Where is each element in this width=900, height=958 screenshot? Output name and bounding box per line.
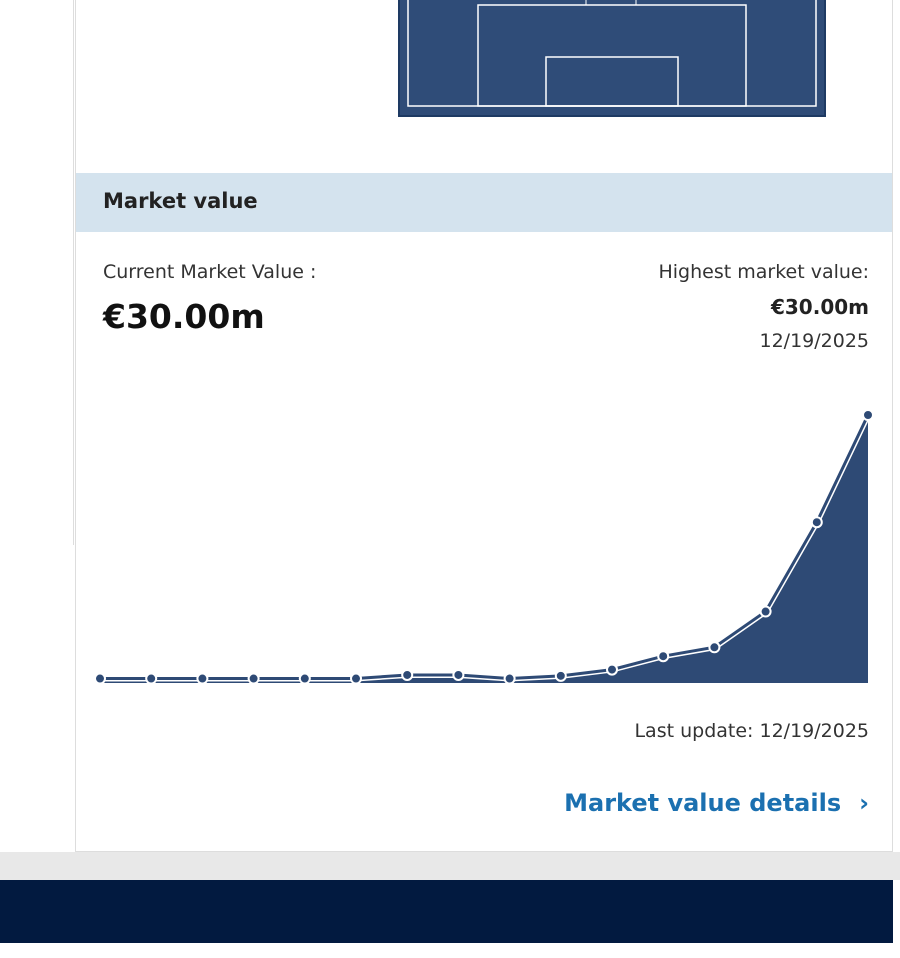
highest-label: Highest market value: <box>658 261 869 283</box>
current-label: Current Market Value : <box>103 261 317 283</box>
point <box>503 672 516 685</box>
point <box>554 669 567 682</box>
point <box>94 672 106 685</box>
point <box>810 516 823 529</box>
current-value: €30.00m <box>103 297 265 336</box>
section-title: Market value <box>103 189 258 213</box>
point <box>196 672 209 685</box>
point <box>145 672 158 685</box>
market-value-chart <box>94 409 874 685</box>
point <box>606 663 618 676</box>
footer-bar <box>0 880 893 943</box>
point <box>350 672 362 685</box>
details-link[interactable]: Market value details › <box>564 789 869 817</box>
point <box>401 668 414 681</box>
point <box>708 641 721 654</box>
chevron: › <box>859 789 869 817</box>
details-link-text[interactable]: Market value details <box>564 789 842 817</box>
market-value-card: Market value Current Market Value : €30.… <box>75 0 893 852</box>
last-update-label: Last update: <box>634 720 754 742</box>
point <box>657 650 670 663</box>
point <box>298 672 311 685</box>
point <box>452 668 465 681</box>
section-header <box>76 173 892 232</box>
line <box>100 414 870 681</box>
point <box>759 605 772 618</box>
highest-date: 12/19/2025 <box>759 330 869 352</box>
left-divider <box>73 0 74 545</box>
area <box>100 415 868 683</box>
last-update-date: 12/19/2025 <box>759 720 869 742</box>
point <box>862 409 874 421</box>
pitch-graphic <box>398 0 826 117</box>
highest-value: €30.00m <box>770 295 869 319</box>
footer-gap <box>0 852 900 880</box>
point <box>247 672 260 685</box>
last-update: Last update: 12/19/2025 <box>634 720 869 742</box>
